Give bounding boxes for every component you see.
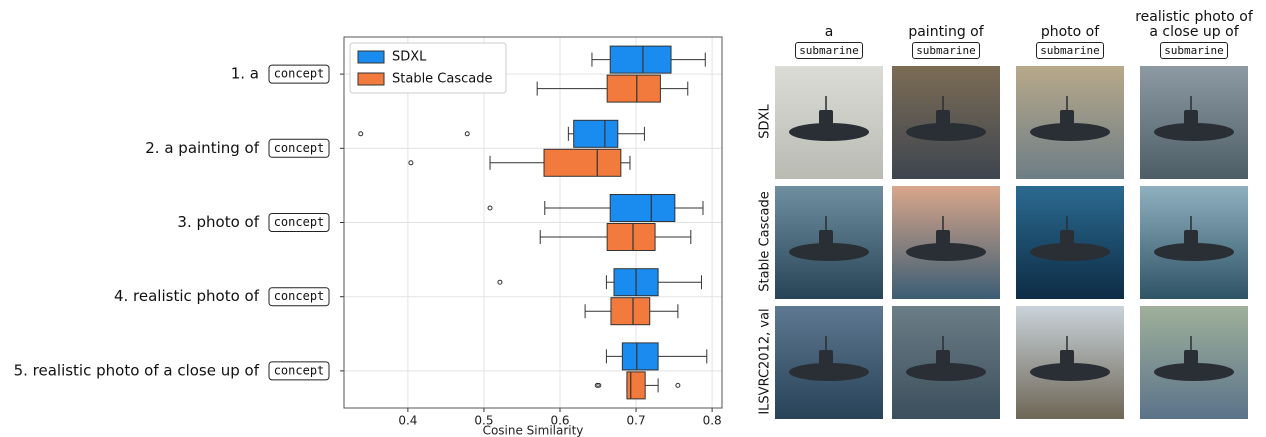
- concept-tag: concept: [274, 215, 325, 229]
- column-text: painting of: [884, 25, 1008, 40]
- image-thumbnail: [892, 186, 1000, 299]
- column-header: photo of submarine: [1008, 25, 1132, 59]
- image-thumbnail: [1140, 306, 1248, 419]
- x-tick-label: 0.4: [398, 414, 417, 428]
- box: [607, 75, 660, 102]
- outlier: [409, 161, 413, 165]
- category-label: 3. photo of: [177, 213, 259, 231]
- outlier: [359, 132, 363, 136]
- x-tick-label: 0.6: [550, 414, 569, 428]
- box: [627, 372, 645, 399]
- row-label: ILSVRC2012, val: [758, 302, 773, 422]
- box: [610, 46, 671, 73]
- box: [611, 298, 650, 325]
- column-text: photo of: [1008, 25, 1132, 40]
- image-thumbnail: [775, 186, 883, 299]
- column-tag: submarine: [795, 42, 863, 59]
- outlier: [498, 280, 502, 284]
- concept-tag: concept: [274, 289, 325, 303]
- category-label: 1. a: [231, 65, 259, 83]
- image-thumbnail: [1140, 66, 1248, 179]
- x-tick-label: 0.5: [474, 414, 493, 428]
- column-text: a: [767, 25, 891, 40]
- box: [544, 149, 621, 176]
- box: [607, 224, 655, 251]
- image-thumbnail: [775, 306, 883, 419]
- legend-label: Stable Cascade: [392, 72, 493, 87]
- image-thumbnail: [892, 66, 1000, 179]
- image-thumbnail: [1140, 186, 1248, 299]
- image-thumbnail: [1016, 66, 1124, 179]
- concept-tag: concept: [274, 141, 325, 155]
- legend-swatch: [358, 51, 384, 63]
- page: {"chart_data": {"type": "boxplot", "orie…: [0, 0, 1266, 437]
- column-text: realistic photo of a close up of: [1132, 10, 1256, 40]
- box: [622, 343, 658, 370]
- box: [574, 120, 618, 147]
- column-tag: submarine: [1160, 42, 1228, 59]
- concept-tag: concept: [274, 67, 325, 81]
- column-tag: submarine: [912, 42, 980, 59]
- x-tick-label: 0.7: [627, 414, 646, 428]
- column-tag: submarine: [1036, 42, 1104, 59]
- category-label: 5. realistic photo of a close up of: [14, 361, 260, 379]
- outlier: [488, 206, 492, 210]
- category-label: 4. realistic photo of: [114, 287, 260, 305]
- image-thumbnail: [775, 66, 883, 179]
- image-thumbnail: [1016, 186, 1124, 299]
- column-header: painting of submarine: [884, 25, 1008, 59]
- column-header: realistic photo of a close up of submarin…: [1132, 10, 1256, 59]
- x-tick-label: 0.8: [703, 414, 722, 428]
- category-label: 2. a painting of: [145, 139, 259, 157]
- legend-swatch: [358, 73, 384, 85]
- image-thumbnail: [1016, 306, 1124, 419]
- row-label: Stable Cascade: [758, 182, 773, 302]
- column-header: a submarine: [767, 25, 891, 59]
- box: [610, 195, 675, 222]
- row-label: SDXL: [758, 62, 773, 182]
- image-thumbnail: [892, 306, 1000, 419]
- outlier: [676, 383, 680, 387]
- outlier: [465, 132, 469, 136]
- concept-tag: concept: [274, 363, 325, 377]
- legend-label: SDXL: [392, 50, 427, 65]
